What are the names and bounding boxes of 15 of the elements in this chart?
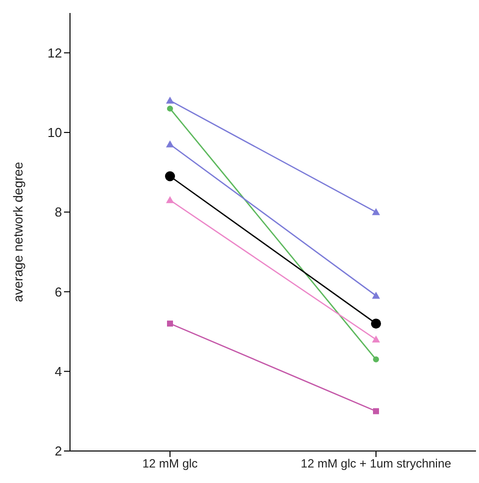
x-tick-label: 12 mM glc + 1um strychnine [300,456,452,471]
y-axis-title: average network degree [10,162,26,302]
y-tick-label: 6 [54,284,62,300]
y-tick-label: 4 [54,364,62,379]
point [167,320,173,327]
point [165,171,175,182]
point [373,356,379,362]
point [373,408,379,414]
y-tick-label: 2 [54,444,62,459]
x-tick-label: 12 mM glc [142,456,198,471]
point [371,318,381,329]
point [167,106,173,112]
y-tick-label: 10 [48,125,62,140]
y-tick-label: 8 [54,204,62,220]
y-tick-label: 12 [48,45,62,60]
